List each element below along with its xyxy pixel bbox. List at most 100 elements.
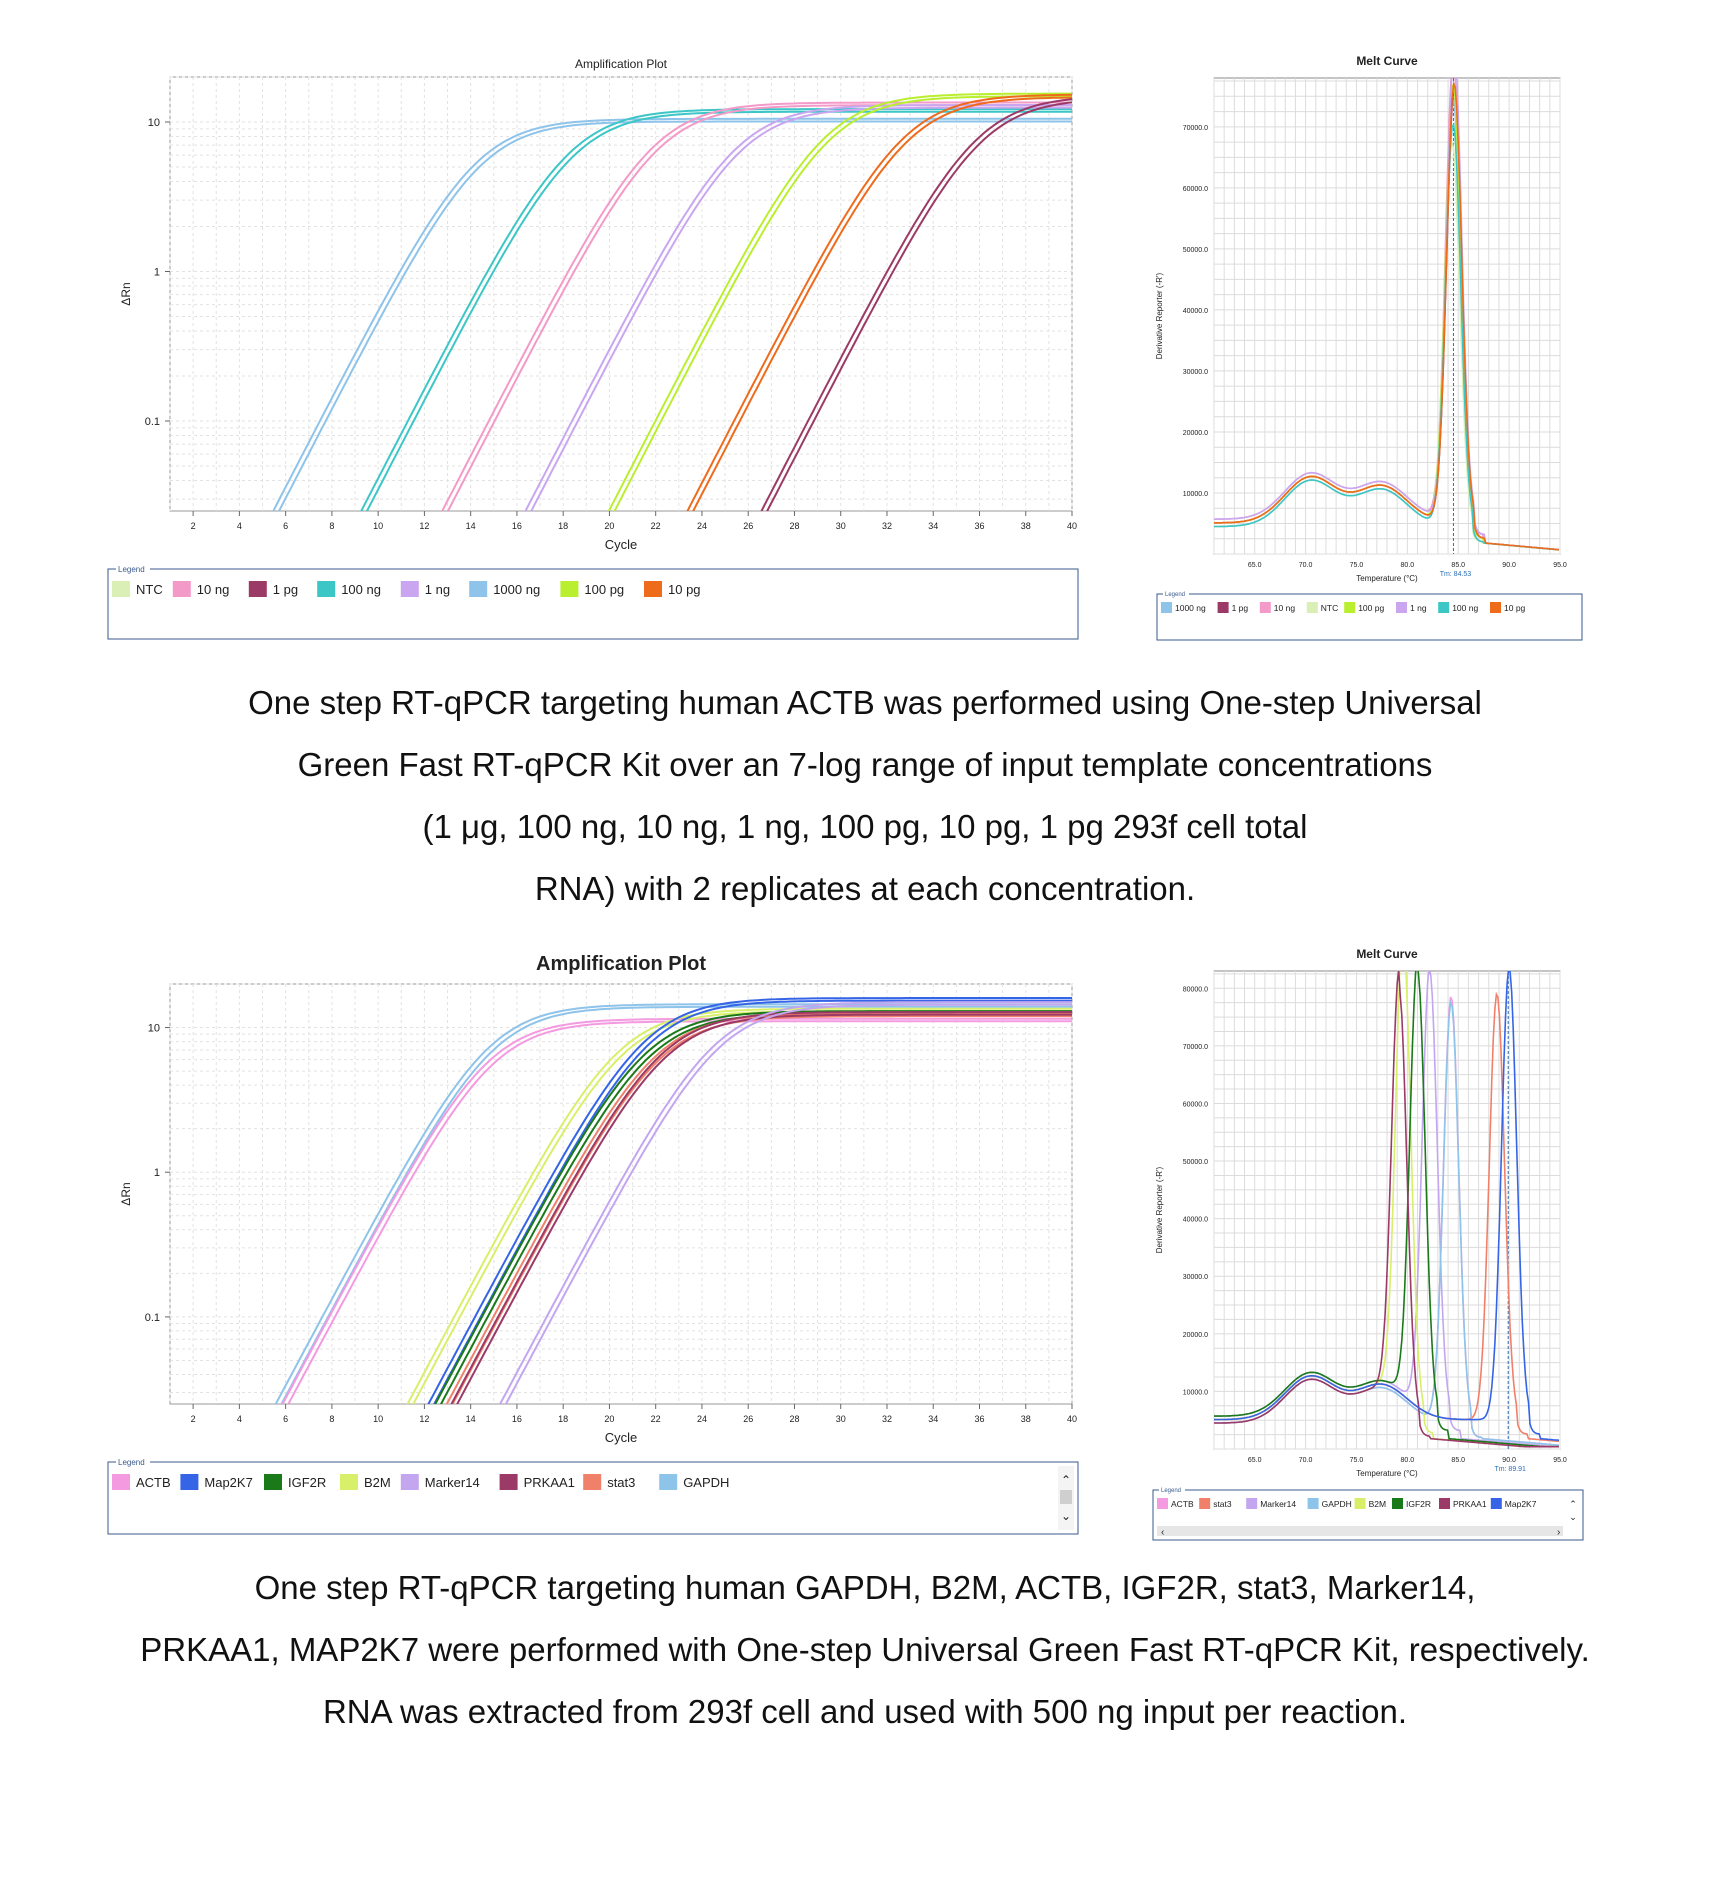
legend-label-100-ng: 100 ng: [341, 582, 381, 597]
curve-prkaa1: [450, 1011, 1072, 1404]
x-tick-label: 22: [651, 1414, 661, 1424]
chart-title: Amplification Plot: [536, 953, 706, 975]
legend-label-10-pg: 10 pg: [1504, 603, 1526, 613]
curve-stat3: [451, 1015, 1072, 1404]
x-tick-label: 40: [1067, 521, 1077, 531]
legend-label-10-ng: 10 ng: [197, 582, 230, 597]
curve-actb: [281, 1017, 1072, 1404]
curve-1-ng: [530, 106, 1072, 511]
x-tick-label: 38: [1021, 521, 1031, 531]
tm-label: Tm: 84.53: [1440, 571, 1472, 578]
legend-swatch-marker14: [400, 1474, 419, 1490]
legend-box: [107, 568, 1079, 640]
legend-title: Legend: [1165, 592, 1185, 598]
y-tick-label: 70000.0: [1183, 1044, 1208, 1051]
x-axis-label: Temperature (°C): [1356, 1469, 1418, 1478]
x-tick-label: 34: [928, 521, 938, 531]
x-tick-label: 2: [191, 1414, 196, 1424]
chart-title: Melt Curve: [1356, 54, 1418, 68]
legend-swatch-actb: [112, 1474, 130, 1490]
legend-swatch-actb: [1157, 1498, 1168, 1509]
y-axis-label: Derivative Reporter (-R'): [1155, 1166, 1164, 1253]
legend-swatch-gapdh: [659, 1474, 678, 1490]
y-tick-label: 10: [148, 1023, 160, 1035]
x-tick-label: 32: [882, 1414, 892, 1424]
legend-label-stat3: stat3: [607, 1475, 635, 1490]
legend-label-ntc: NTC: [136, 582, 163, 597]
curve-100-ng: [360, 108, 1072, 511]
caption-1-line-3: (1 μg, 100 ng, 10 ng, 1 ng, 100 pg, 10 p…: [422, 808, 1308, 845]
y-tick-label: 80000.0: [1183, 986, 1208, 993]
legend: Legend ACTB Map2K7 IGF2R B2M Marker14 PRKAA1 st…: [107, 1456, 1079, 1535]
caption-1: One step RT-qPCR targeting human ACTB wa…: [0, 672, 1730, 920]
legend-swatch-b2m: [340, 1474, 358, 1490]
legend-label-1000-ng: 1000 ng: [1175, 603, 1206, 613]
legend-swatch-igf2r: [1392, 1498, 1403, 1509]
legend-swatch-prkaa1: [1439, 1498, 1450, 1509]
legend: Legend NTC 10 ng 1 pg 100 ng 1 ng 1000 ng 100 p…: [107, 563, 1079, 640]
legend-box: [1156, 593, 1583, 641]
legend-label-marker14: Marker14: [425, 1475, 480, 1490]
legend-swatch-1-ng: [1396, 602, 1407, 613]
x-tick-label: 24: [697, 521, 707, 531]
curve-100-pg: [613, 95, 1072, 511]
y-tick-label: 0.1: [145, 1312, 160, 1324]
x-tick-label: 16: [512, 521, 522, 531]
legend-label-10-pg: 10 pg: [668, 582, 701, 597]
caption-2: One step RT-qPCR targeting human GAPDH, …: [0, 1557, 1730, 1743]
legend-label-prkaa1: PRKAA1: [1453, 1499, 1487, 1509]
x-tick-label: 16: [512, 1414, 522, 1424]
legend-swatch-1000-ng: [1161, 602, 1172, 613]
legend-box: [107, 1461, 1079, 1535]
x-tick-label: 75.0: [1350, 1457, 1364, 1464]
y-tick-label: 50000.0: [1183, 1159, 1208, 1166]
legend-label-100-pg: 100 pg: [584, 582, 624, 597]
caption-1-line-2: Green Fast RT-qPCR Kit over an 7-log ran…: [297, 746, 1433, 783]
x-tick-label: 2: [191, 521, 196, 531]
x-tick-label: 90.0: [1502, 562, 1516, 569]
x-tick-label: 85.0: [1451, 1457, 1465, 1464]
grid: [169, 983, 1073, 1404]
legend-swatch-gapdh: [1307, 1498, 1319, 1509]
caption-1-line-1: One step RT-qPCR targeting human ACTB wa…: [248, 684, 1482, 721]
x-tick-label: 6: [283, 521, 288, 531]
curve-100-ng: [365, 110, 1072, 511]
curve-prkaa1: [1214, 971, 1559, 1448]
legend-title: Legend: [118, 1458, 145, 1467]
x-tick-label: 80.0: [1401, 1457, 1415, 1464]
legend-label-igf2r: IGF2R: [1406, 1499, 1431, 1509]
x-tick-label: 30: [836, 1414, 846, 1424]
legend-swatch-100-ng: [317, 581, 336, 597]
x-tick-label: 10: [373, 521, 383, 531]
y-axis-label: ΔRn: [119, 282, 133, 305]
legend-label-gapdh: GAPDH: [1322, 1499, 1352, 1509]
x-tick-label: 80.0: [1401, 562, 1415, 569]
x-tick-label: 12: [419, 1414, 429, 1424]
legend-swatch-marker14: [1246, 1498, 1258, 1509]
legend-swatch-ntc: [112, 581, 130, 597]
x-tick-label: 20: [604, 521, 614, 531]
caption-2-line-2: PRKAA1, MAP2K7 were performed with One-s…: [140, 1631, 1590, 1668]
x-tick-label: 26: [743, 1414, 753, 1424]
legend-label-100-pg: 100 pg: [1358, 603, 1384, 613]
x-tick-label: 34: [928, 1414, 938, 1424]
curve-b2m: [406, 1007, 1072, 1404]
x-axis-label: Cycle: [605, 1430, 638, 1445]
legend-swatch-1000-ng: [469, 581, 488, 597]
curves: [272, 92, 1072, 511]
legend-swatch-stat3: [583, 1474, 602, 1490]
x-tick-label: 6: [283, 1414, 288, 1424]
y-tick-label: 1: [154, 266, 160, 278]
legend-label-1-pg: 1 pg: [273, 582, 298, 597]
curve-map2k7: [1214, 971, 1560, 1442]
legend-label-1-ng: 1 ng: [425, 582, 450, 597]
curve-10-ng: [441, 101, 1072, 511]
curve-1-ng: [524, 104, 1072, 511]
legend: Legend ACTB stat3 Marker14 GAPDH B2M IGF2R PRKA…: [1152, 1485, 1584, 1541]
y-tick-label: 40000.0: [1183, 308, 1208, 315]
scroll-up-icon: ⌃: [1061, 1473, 1071, 1487]
x-tick-label: 26: [743, 521, 753, 531]
melt-curve-plot-1: Melt Curve 65.0 70.0 75.0 80.0 85.0 90.0 95.0 10…: [1155, 54, 1583, 641]
curve-map2k7: [427, 997, 1072, 1404]
x-tick-label: 70.0: [1299, 562, 1313, 569]
